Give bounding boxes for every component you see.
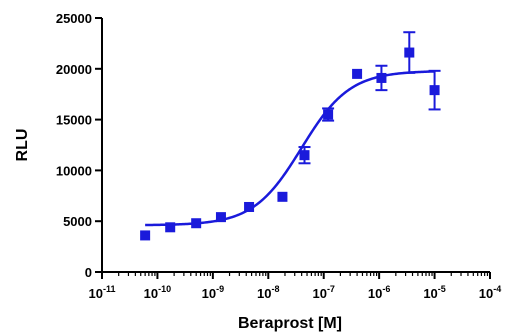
y-tick-label: 20000 xyxy=(56,62,92,77)
x-axis: 10-11 10-10 10-9 10-8 10-7 10-6 10-5 10-4 xyxy=(89,271,501,301)
data-point xyxy=(277,191,288,202)
data-point xyxy=(352,68,363,79)
x-tick-label: 10-11 xyxy=(89,284,116,301)
x-tick-label: 10-4 xyxy=(479,284,501,301)
x-tick-label: 10-5 xyxy=(423,284,445,301)
fit-curve xyxy=(145,70,435,227)
y-axis-title: RLU xyxy=(14,129,31,162)
data-point xyxy=(244,201,255,212)
x-tick-label: 10-9 xyxy=(202,284,224,301)
y-tick-label: 15000 xyxy=(56,113,92,128)
data-point xyxy=(215,212,226,223)
x-tick-label: 10-8 xyxy=(257,284,279,301)
data-point xyxy=(376,72,387,83)
y-tick-label: 25000 xyxy=(56,11,92,26)
data-point xyxy=(429,85,440,96)
data-points-layer xyxy=(140,31,441,241)
x-tick-label: 10-10 xyxy=(144,284,171,301)
y-tick-label: 10000 xyxy=(56,163,92,178)
data-point xyxy=(323,109,334,120)
x-tick-label: 10-7 xyxy=(312,284,334,301)
data-point xyxy=(299,150,310,161)
data-point xyxy=(404,47,415,58)
x-tick-label: 10-6 xyxy=(368,284,390,301)
x-axis-title: Beraprost [M] xyxy=(238,315,342,332)
y-tick-label: 0 xyxy=(85,265,92,280)
fit-curve-layer xyxy=(145,70,435,227)
data-point xyxy=(191,218,202,229)
data-point xyxy=(165,222,176,233)
y-tick-label: 5000 xyxy=(63,214,92,229)
data-point xyxy=(140,230,151,241)
y-axis: 0 5000 10000 15000 20000 25000 xyxy=(56,11,103,280)
